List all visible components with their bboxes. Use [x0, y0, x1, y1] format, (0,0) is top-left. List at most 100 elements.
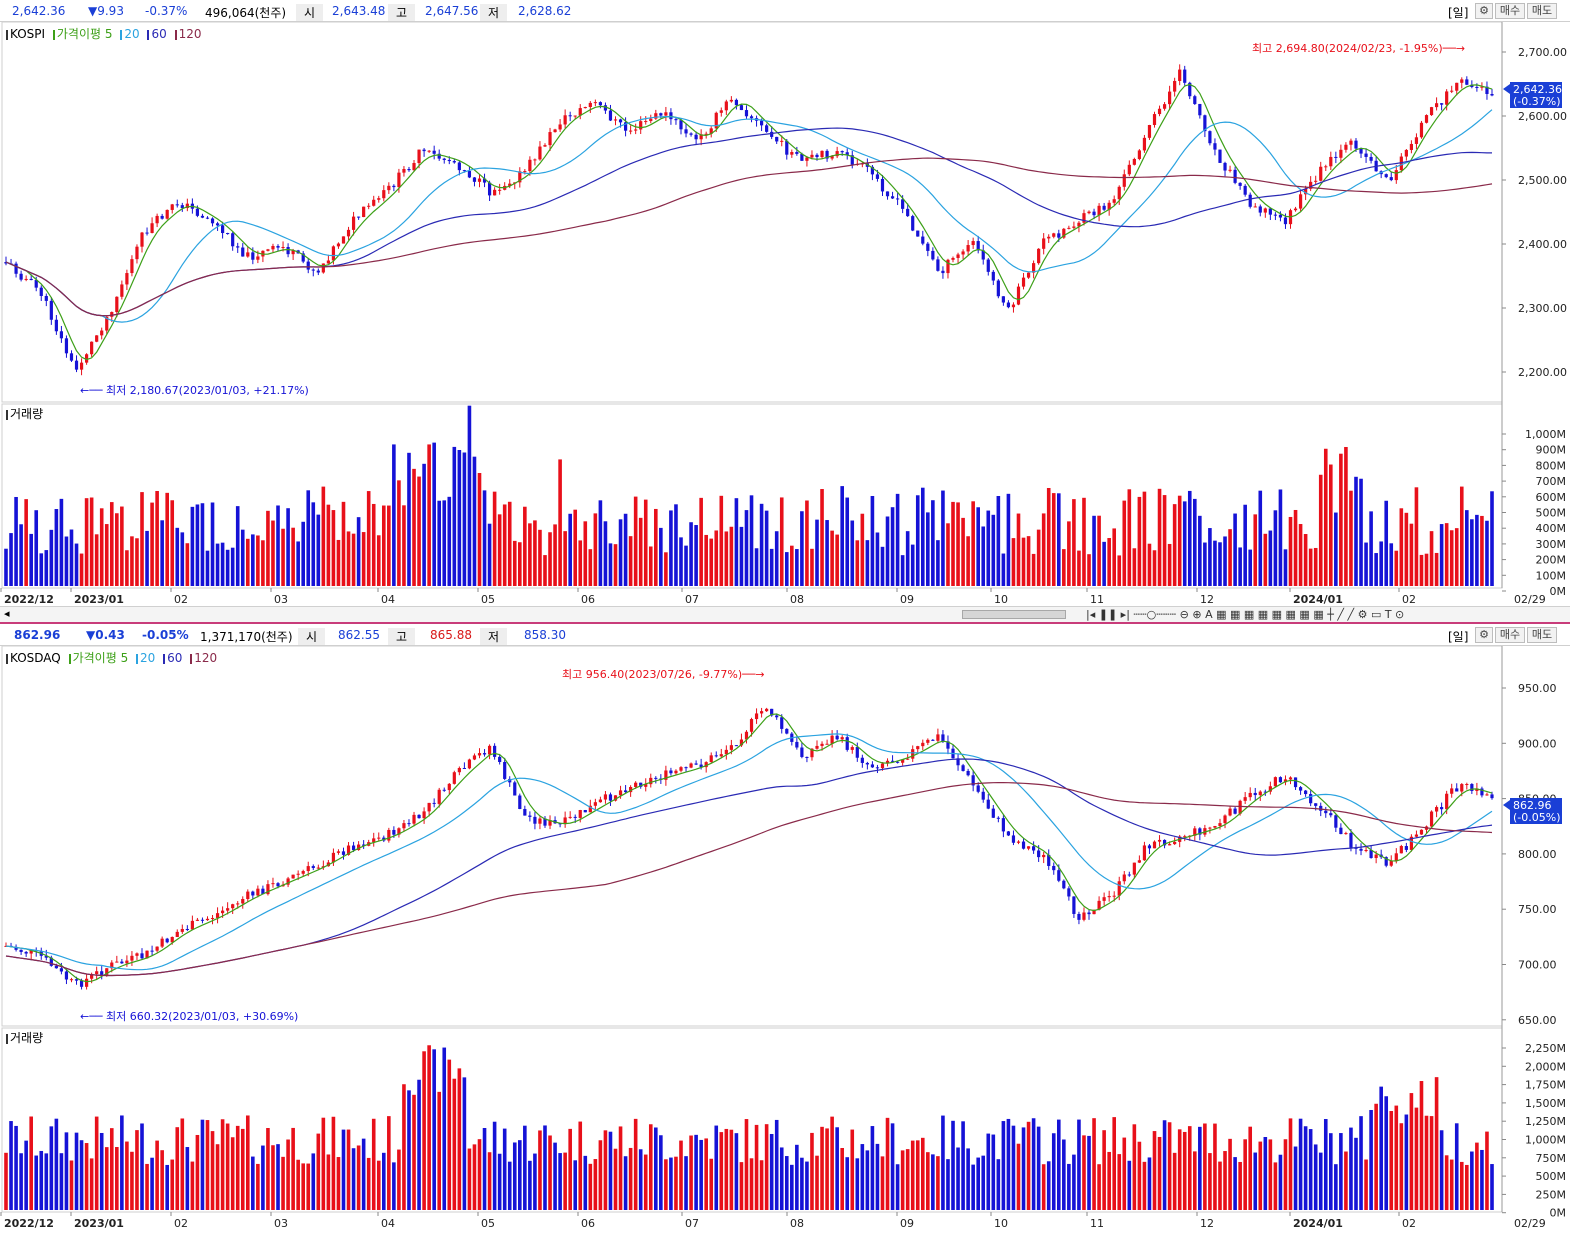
zoom-slider-icon[interactable]: ┄┄○┄┄┄ — [1133, 608, 1180, 621]
volume-bar — [910, 1140, 915, 1210]
volume-bar — [14, 496, 18, 586]
tools-icon[interactable]: ▦ ▦ ▦ ▦ ▦ ▦ ▦ ▦ — [1216, 608, 1328, 621]
kosdaq-sell-button[interactable]: 매도 — [1527, 627, 1557, 643]
settings-icon[interactable]: ⚙ ▭ T ⊙ — [1357, 608, 1405, 621]
volume-bar — [578, 1121, 583, 1210]
volume-bar — [1001, 553, 1006, 586]
candle-body — [1127, 874, 1131, 876]
candle-body — [1183, 836, 1187, 838]
volume-bar — [371, 1118, 376, 1210]
kosdaq-period-button[interactable]: [일] — [1448, 630, 1469, 644]
candle-body — [921, 236, 925, 244]
candle-body — [790, 152, 794, 155]
volume-bar — [1142, 1161, 1147, 1210]
volume-bar — [1112, 1117, 1117, 1210]
volume-bar — [1021, 537, 1026, 586]
volume-bar — [1157, 488, 1162, 586]
last-price-arrow — [1503, 84, 1510, 94]
candle-body — [1450, 90, 1454, 92]
candle-body — [1122, 874, 1126, 882]
volume-bar — [628, 536, 633, 586]
volume-bar — [44, 550, 49, 586]
volume-bar — [608, 1131, 613, 1210]
volume-bar — [709, 1158, 714, 1210]
candle-body — [467, 759, 472, 769]
crosshair-icon[interactable]: ┼ — [1327, 608, 1338, 621]
volume-bar — [1228, 529, 1232, 586]
chart-controls[interactable]: |◂ ❚❚ ▸| ┄┄○┄┄┄ ⊖ ⊕ A ▦ ▦ ▦ ▦ ▦ ▦ ▦ ▦ ┼ … — [1086, 607, 1404, 622]
step-back-icon[interactable]: |◂ — [1086, 608, 1099, 621]
candle-body — [1037, 248, 1041, 264]
volume-bar — [1303, 534, 1308, 586]
volume-bar — [39, 1150, 44, 1210]
volume-bar — [754, 1124, 759, 1210]
candle-body — [976, 785, 980, 792]
kospi-scrollbar[interactable]: ◂ |◂ ❚❚ ▸| ┄┄○┄┄┄ ⊖ ⊕ A ▦ ▦ ▦ ▦ ▦ ▦ ▦ ▦ … — [0, 606, 1570, 622]
scroll-thumb[interactable] — [962, 610, 1066, 619]
text-icon[interactable]: A — [1205, 608, 1217, 621]
volume-bar — [820, 489, 824, 586]
volume-bar — [926, 1152, 930, 1210]
volume-bar — [613, 544, 618, 586]
volume-bar — [659, 1135, 663, 1210]
price-axis-label: 2,600.00 — [1518, 110, 1567, 123]
volume-bar — [331, 1116, 336, 1210]
volume-bar — [1470, 1151, 1474, 1210]
candle-body — [1107, 202, 1111, 210]
kospi-buy-button[interactable]: 매수 — [1495, 3, 1525, 19]
candle-body — [840, 737, 844, 740]
volume-bar — [598, 1140, 603, 1210]
volume-bar — [190, 1161, 195, 1210]
candle-body — [598, 102, 602, 106]
candle-body — [1072, 226, 1076, 228]
volume-bar — [523, 506, 527, 586]
magnify-minus-icon[interactable]: ⊖ — [1179, 608, 1193, 621]
candle-body — [160, 215, 164, 219]
candle-body — [387, 829, 391, 841]
date-axis-label: 2024/01 — [1293, 1217, 1343, 1230]
step-forward-icon[interactable]: ▸| — [1120, 608, 1134, 621]
volume-bar — [800, 511, 804, 586]
magnify-plus-icon[interactable]: ⊕ — [1192, 608, 1206, 621]
pause-icon[interactable]: ❚❚ — [1098, 608, 1121, 621]
kospi-chart-canvas[interactable]: 2,700.00 2,600.00 2,500.00 2,400.00 2,300.00… — [0, 22, 1570, 606]
kospi-period-button[interactable]: [일] — [1448, 6, 1469, 20]
kosdaq-legend-ma-label: 가격이평 — [72, 651, 117, 665]
volume-bar — [39, 553, 44, 586]
line-icon[interactable]: ╱ ╱ — [1337, 608, 1358, 621]
kosdaq-chart-panel: 862.96 ▼0.43 -0.05% 1,371,170(천주) 시 862.… — [0, 622, 1570, 1234]
volume-bar — [1172, 504, 1177, 586]
volume-bar — [1278, 1154, 1283, 1210]
candle-body — [1445, 793, 1449, 810]
candle-body — [1470, 784, 1474, 791]
volume-bar — [4, 548, 8, 586]
candle-body — [593, 802, 597, 806]
candle-body — [1117, 186, 1121, 200]
gear-icon[interactable]: ⚙ — [1475, 3, 1493, 19]
candle-body — [1223, 162, 1227, 171]
candle-body — [452, 772, 456, 784]
kospi-volume: 496,064(천주) — [205, 6, 287, 20]
candle-body — [226, 908, 230, 911]
date-axis-label: 05 — [481, 1217, 495, 1230]
volume-bar — [588, 549, 593, 586]
price-axis-label: 750.00 — [1518, 903, 1557, 916]
kosdaq-chart-canvas[interactable]: 950.00900.00850.00800.00750.00700.00650.… — [0, 646, 1570, 1236]
volume-bar — [1399, 508, 1404, 586]
candle-body — [795, 741, 799, 748]
volume-bar — [301, 521, 305, 586]
volume-bar — [1122, 500, 1127, 586]
gear-icon[interactable]: ⚙ — [1475, 627, 1493, 643]
candle-body — [1248, 194, 1252, 207]
kosdaq-buy-button[interactable]: 매수 — [1495, 627, 1525, 643]
volume-bar — [1147, 543, 1152, 586]
candle-body — [14, 263, 18, 274]
candle-body — [508, 183, 512, 186]
volume-bar — [870, 495, 875, 586]
volume-bar — [638, 1149, 643, 1210]
scroll-left-icon[interactable]: ◂ — [4, 607, 10, 620]
candle-body — [1208, 827, 1212, 829]
volume-bar — [1041, 1164, 1046, 1210]
kospi-sell-button[interactable]: 매도 — [1527, 3, 1557, 19]
candle-body — [734, 745, 739, 747]
